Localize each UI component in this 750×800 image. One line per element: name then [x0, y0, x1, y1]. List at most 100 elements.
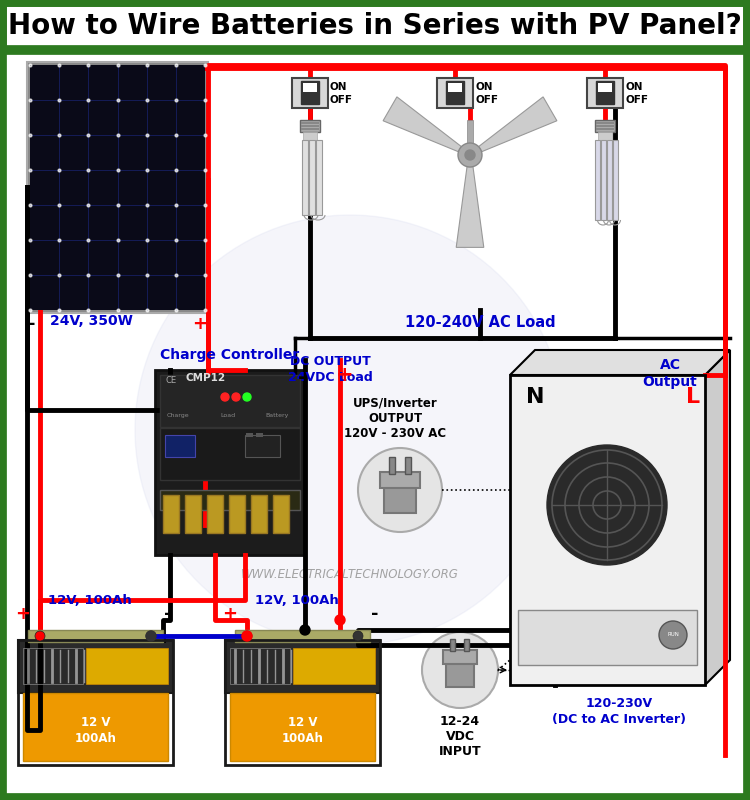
Circle shape	[232, 393, 240, 401]
Circle shape	[221, 393, 229, 401]
Bar	[2, 2, 748, 50]
Text: -: -	[164, 605, 172, 623]
Text: 24V, 350W: 24V, 350W	[50, 314, 133, 328]
Bar	[18, 640, 173, 765]
Bar	[235, 630, 370, 642]
Bar	[160, 490, 300, 510]
Circle shape	[458, 143, 482, 167]
Text: 12V, 100Ah: 12V, 100Ah	[255, 594, 339, 606]
Bar	[229, 495, 245, 533]
Bar	[587, 78, 623, 108]
Circle shape	[547, 445, 667, 565]
Circle shape	[146, 631, 156, 641]
Text: AC
Output: AC Output	[643, 358, 698, 390]
Bar	[384, 485, 416, 513]
Bar	[303, 132, 317, 140]
Text: ON: ON	[475, 82, 493, 92]
Circle shape	[35, 631, 45, 641]
Circle shape	[300, 625, 310, 635]
Text: 120-240V AC Load: 120-240V AC Load	[405, 315, 555, 330]
Text: +: +	[336, 365, 354, 385]
Bar	[230, 648, 290, 684]
Circle shape	[422, 632, 498, 708]
Text: UPS/Inverter
OUTPUT
120V - 230V AC: UPS/Inverter OUTPUT 120V - 230V AC	[344, 397, 446, 440]
Bar	[316, 140, 322, 215]
Bar	[246, 433, 253, 437]
Circle shape	[135, 215, 565, 645]
Text: ON: ON	[330, 82, 347, 92]
Bar	[230, 693, 375, 762]
Bar	[292, 78, 328, 108]
Bar	[185, 495, 201, 533]
Bar	[273, 495, 289, 533]
Bar	[446, 662, 474, 687]
Text: OFF: OFF	[625, 95, 648, 105]
Bar	[596, 128, 614, 130]
Bar	[389, 457, 395, 474]
Bar	[596, 122, 614, 124]
Bar	[18, 640, 173, 693]
Bar	[245, 435, 280, 457]
Bar	[160, 428, 300, 480]
Circle shape	[353, 631, 363, 641]
Circle shape	[659, 621, 687, 649]
Bar	[518, 610, 697, 665]
Bar	[207, 495, 223, 533]
Circle shape	[358, 448, 442, 532]
Text: Battery: Battery	[265, 413, 288, 418]
Text: Charge Controller: Charge Controller	[160, 348, 299, 362]
Bar	[30, 65, 205, 310]
Bar	[405, 457, 411, 474]
Bar	[437, 78, 473, 108]
Text: WWW.ELECTRICALTECHNOLOGY.ORG: WWW.ELECTRICALTECHNOLOGY.ORG	[241, 569, 459, 582]
Bar	[467, 120, 473, 148]
Bar	[293, 648, 375, 684]
Bar	[303, 83, 317, 92]
Text: ON: ON	[625, 82, 643, 92]
Text: Load: Load	[220, 413, 236, 418]
Bar	[28, 630, 163, 642]
Bar	[225, 640, 380, 693]
Polygon shape	[510, 350, 730, 375]
Bar	[27, 62, 208, 313]
Circle shape	[465, 150, 475, 160]
Circle shape	[243, 393, 251, 401]
Bar	[160, 375, 300, 427]
Text: -: -	[28, 315, 35, 333]
Polygon shape	[705, 350, 730, 685]
Bar	[607, 140, 612, 220]
Circle shape	[242, 631, 252, 641]
Bar	[450, 639, 455, 651]
Bar	[301, 128, 319, 130]
Text: -: -	[298, 368, 306, 388]
Polygon shape	[478, 97, 557, 152]
Bar	[155, 370, 305, 555]
Bar	[380, 472, 420, 488]
Circle shape	[242, 631, 252, 641]
Bar	[596, 125, 614, 127]
Bar	[163, 495, 179, 533]
Bar	[23, 693, 168, 762]
Text: OFF: OFF	[475, 95, 498, 105]
Text: 12 V
100Ah: 12 V 100Ah	[281, 715, 323, 745]
Text: OFF: OFF	[330, 95, 353, 105]
Text: 12 V
100Ah: 12 V 100Ah	[74, 715, 116, 745]
Bar	[464, 639, 469, 651]
Text: CE: CE	[165, 376, 176, 385]
Text: +: +	[192, 315, 207, 333]
Polygon shape	[456, 166, 484, 247]
Bar	[301, 125, 319, 127]
Text: L: L	[686, 387, 700, 407]
Bar	[448, 83, 462, 92]
Bar	[301, 81, 319, 104]
Text: How to Wire Batteries in Series with PV Panel?: How to Wire Batteries in Series with PV …	[8, 12, 742, 40]
Bar	[595, 120, 615, 132]
Bar	[510, 375, 705, 685]
Text: +: +	[16, 605, 31, 623]
Bar	[302, 140, 308, 215]
Bar	[595, 140, 600, 220]
Bar	[446, 81, 464, 104]
Bar	[300, 120, 320, 132]
Bar	[23, 648, 83, 684]
Text: 120-230V
(DC to AC Inverter): 120-230V (DC to AC Inverter)	[553, 697, 686, 726]
